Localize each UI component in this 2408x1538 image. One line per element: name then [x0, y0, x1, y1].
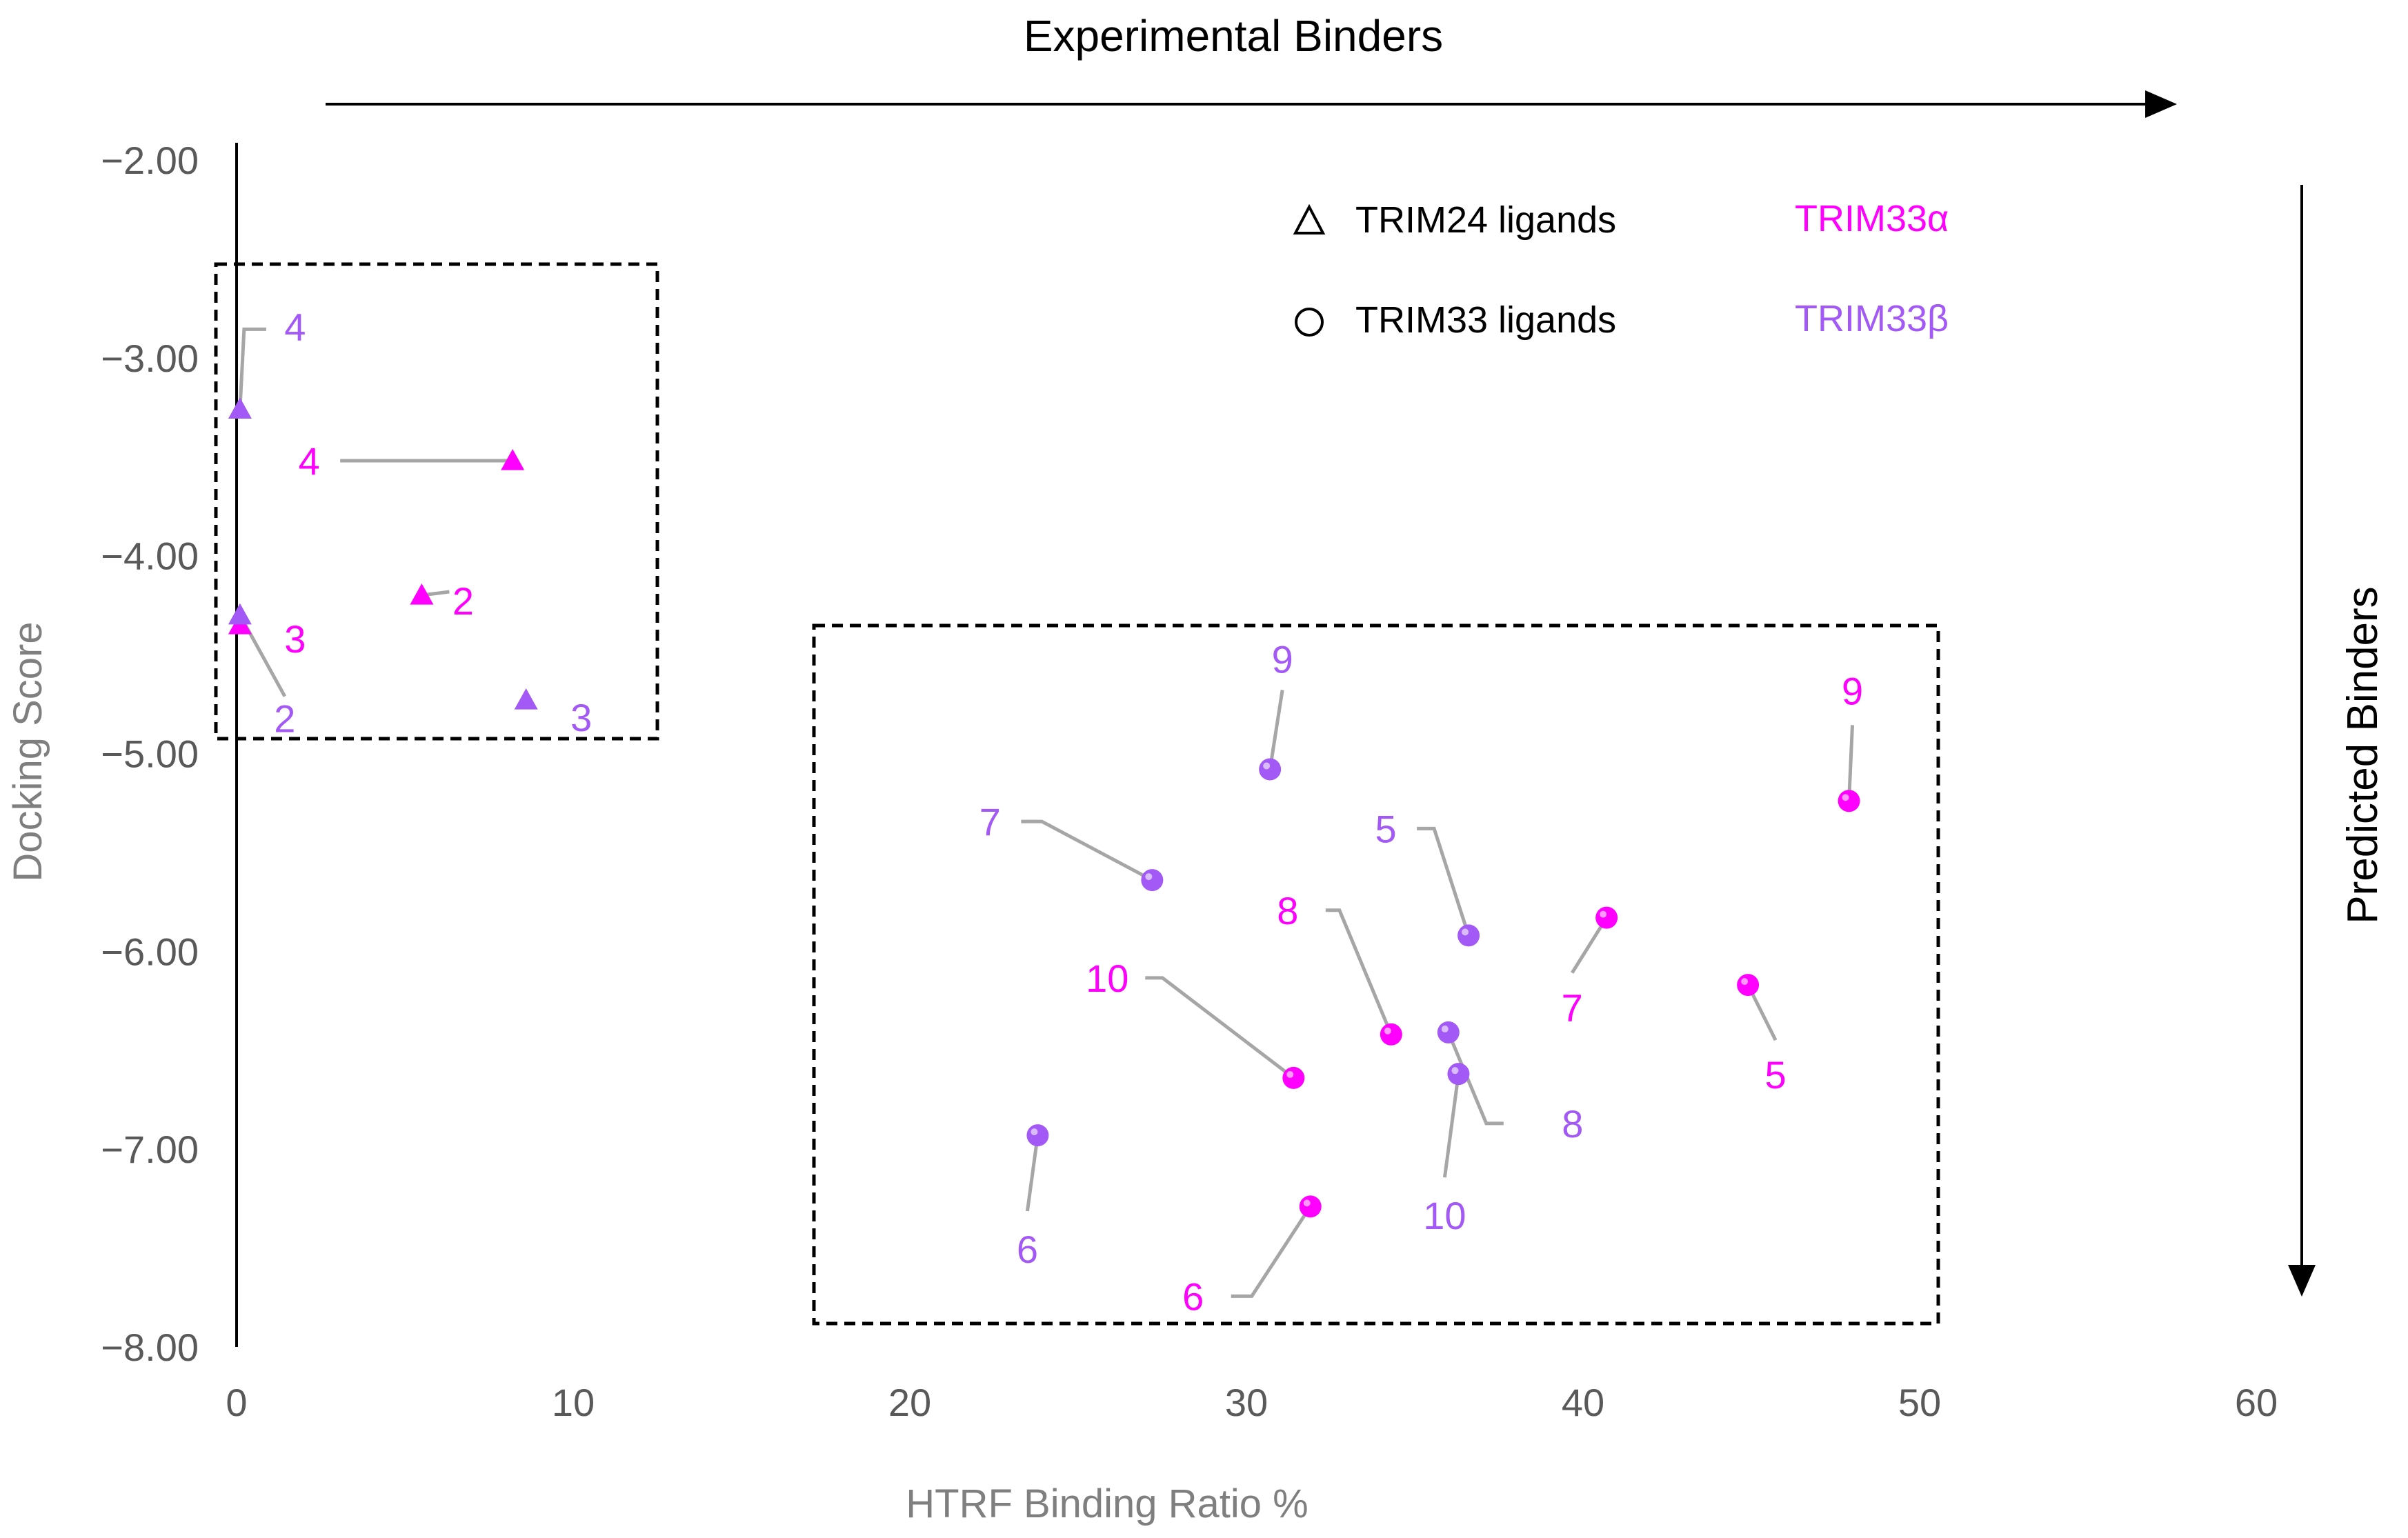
leader-line: [1231, 1205, 1312, 1298]
x-axis-title: HTRF Binding Ratio %: [906, 1481, 1308, 1526]
right-arrow-label: Predicted Binders: [2339, 586, 2387, 923]
point-label: 5: [1765, 1053, 1787, 1097]
leader-line: [1417, 826, 1471, 937]
triangle-point: [514, 688, 538, 710]
top-arrow-head: [2145, 90, 2177, 118]
circle-point: [1457, 924, 1480, 947]
point-highlight: [1842, 794, 1849, 801]
point-label: 6: [1017, 1228, 1038, 1271]
y-tick-label: −5.00: [101, 732, 199, 776]
point-label: 10: [1423, 1194, 1466, 1237]
point-highlight: [1303, 1199, 1311, 1207]
x-tick-label: 0: [226, 1381, 247, 1424]
circle-point: [1299, 1195, 1322, 1218]
x-tick-label: 30: [1225, 1381, 1268, 1424]
point-label: 4: [284, 305, 306, 348]
point-label: 4: [299, 439, 320, 483]
highlight-box-trim33: [812, 623, 1940, 1326]
point-label: 3: [570, 696, 592, 739]
circle-point: [1838, 790, 1860, 812]
leader-line: [1847, 725, 1855, 801]
triangle-point: [228, 603, 252, 625]
point-highlight: [1384, 1027, 1391, 1035]
leader-lines: [238, 327, 1855, 1298]
x-tick-label: 40: [1562, 1381, 1604, 1424]
circle-point: [1595, 906, 1618, 929]
highlight-box-trim24: [214, 262, 659, 741]
y-axis-title: Docking Score: [6, 621, 50, 881]
circle-point: [1141, 869, 1164, 892]
right-arrow-head: [2288, 1265, 2316, 1297]
legend-circle-icon: [1295, 308, 1324, 337]
legend-triangle-icon: [1293, 203, 1326, 234]
point-highlight: [1741, 978, 1749, 986]
leader-line: [1021, 819, 1153, 882]
y-axis-ticks: −2.00 −3.00 −4.00 −5.00 −6.00 −7.00 −8.00: [101, 139, 199, 1369]
point-label: 6: [1182, 1275, 1204, 1318]
top-arrow-label: Experimental Binders: [1024, 11, 1443, 61]
point-label: 10: [1086, 957, 1128, 1000]
point-highlight: [1600, 910, 1607, 918]
leader-line: [1268, 690, 1284, 770]
triangle-point: [410, 583, 434, 605]
point-label: 2: [452, 579, 474, 623]
point-highlight: [1263, 762, 1271, 770]
triangle-point: [228, 397, 252, 419]
x-axis-ticks: 0 10 20 30 40 50 60: [226, 1381, 2278, 1424]
legend-trim33a-label: TRIM33α: [1795, 198, 1949, 239]
y-tick-label: −3.00: [101, 337, 199, 380]
legend: TRIM24 ligands TRIM33 ligands TRIM33α TR…: [1293, 198, 1949, 341]
leader-line: [1446, 1031, 1504, 1126]
point-label: 9: [1842, 669, 1863, 712]
circle-point: [1282, 1066, 1305, 1089]
leader-line: [1325, 908, 1393, 1035]
point-highlight: [1441, 1025, 1449, 1032]
point-highlight: [1462, 928, 1469, 936]
point-label: 5: [1375, 807, 1397, 850]
x-tick-label: 10: [552, 1381, 595, 1424]
y-tick-label: −7.00: [101, 1128, 199, 1171]
leader-line: [238, 327, 266, 410]
point-label: 7: [1562, 986, 1583, 1030]
y-tick-label: −4.00: [101, 535, 199, 578]
leader-line: [1442, 1073, 1460, 1178]
legend-trim33b-label: TRIM33β: [1795, 298, 1949, 339]
triangle-point: [501, 448, 525, 470]
legend-trim24-label: TRIM24 ligands: [1355, 199, 1616, 241]
circle-point: [1447, 1063, 1470, 1086]
data-labels: 2 3 4 2 3 4 5 6 7 8 9 10 5 6 7 8 9 10: [274, 305, 1863, 1318]
x-tick-label: 50: [1898, 1381, 1941, 1424]
x-tick-label: 60: [2235, 1381, 2278, 1424]
point-highlight: [1286, 1070, 1294, 1078]
circle-point: [1737, 974, 1760, 997]
point-label: 7: [979, 800, 1001, 843]
circle-point: [1026, 1124, 1049, 1147]
y-tick-label: −2.00: [101, 139, 199, 182]
y-tick-label: −8.00: [101, 1326, 199, 1369]
circle-point: [1259, 758, 1282, 781]
circle-point: [1437, 1021, 1460, 1043]
point-highlight: [1451, 1067, 1459, 1075]
point-highlight: [1145, 873, 1153, 881]
point-label: 3: [284, 617, 306, 661]
y-tick-label: −6.00: [101, 930, 199, 973]
circle-point: [1380, 1023, 1402, 1046]
point-label: 2: [274, 697, 295, 741]
point-label: 8: [1562, 1102, 1583, 1146]
point-label: 8: [1277, 889, 1298, 932]
point-highlight: [1031, 1128, 1038, 1136]
data-points: [228, 397, 1860, 1218]
legend-trim33-label: TRIM33 ligands: [1355, 299, 1616, 341]
leader-line: [1145, 976, 1295, 1079]
leader-line: [1025, 1135, 1039, 1212]
point-label: 9: [1272, 637, 1293, 681]
x-tick-label: 20: [888, 1381, 931, 1424]
